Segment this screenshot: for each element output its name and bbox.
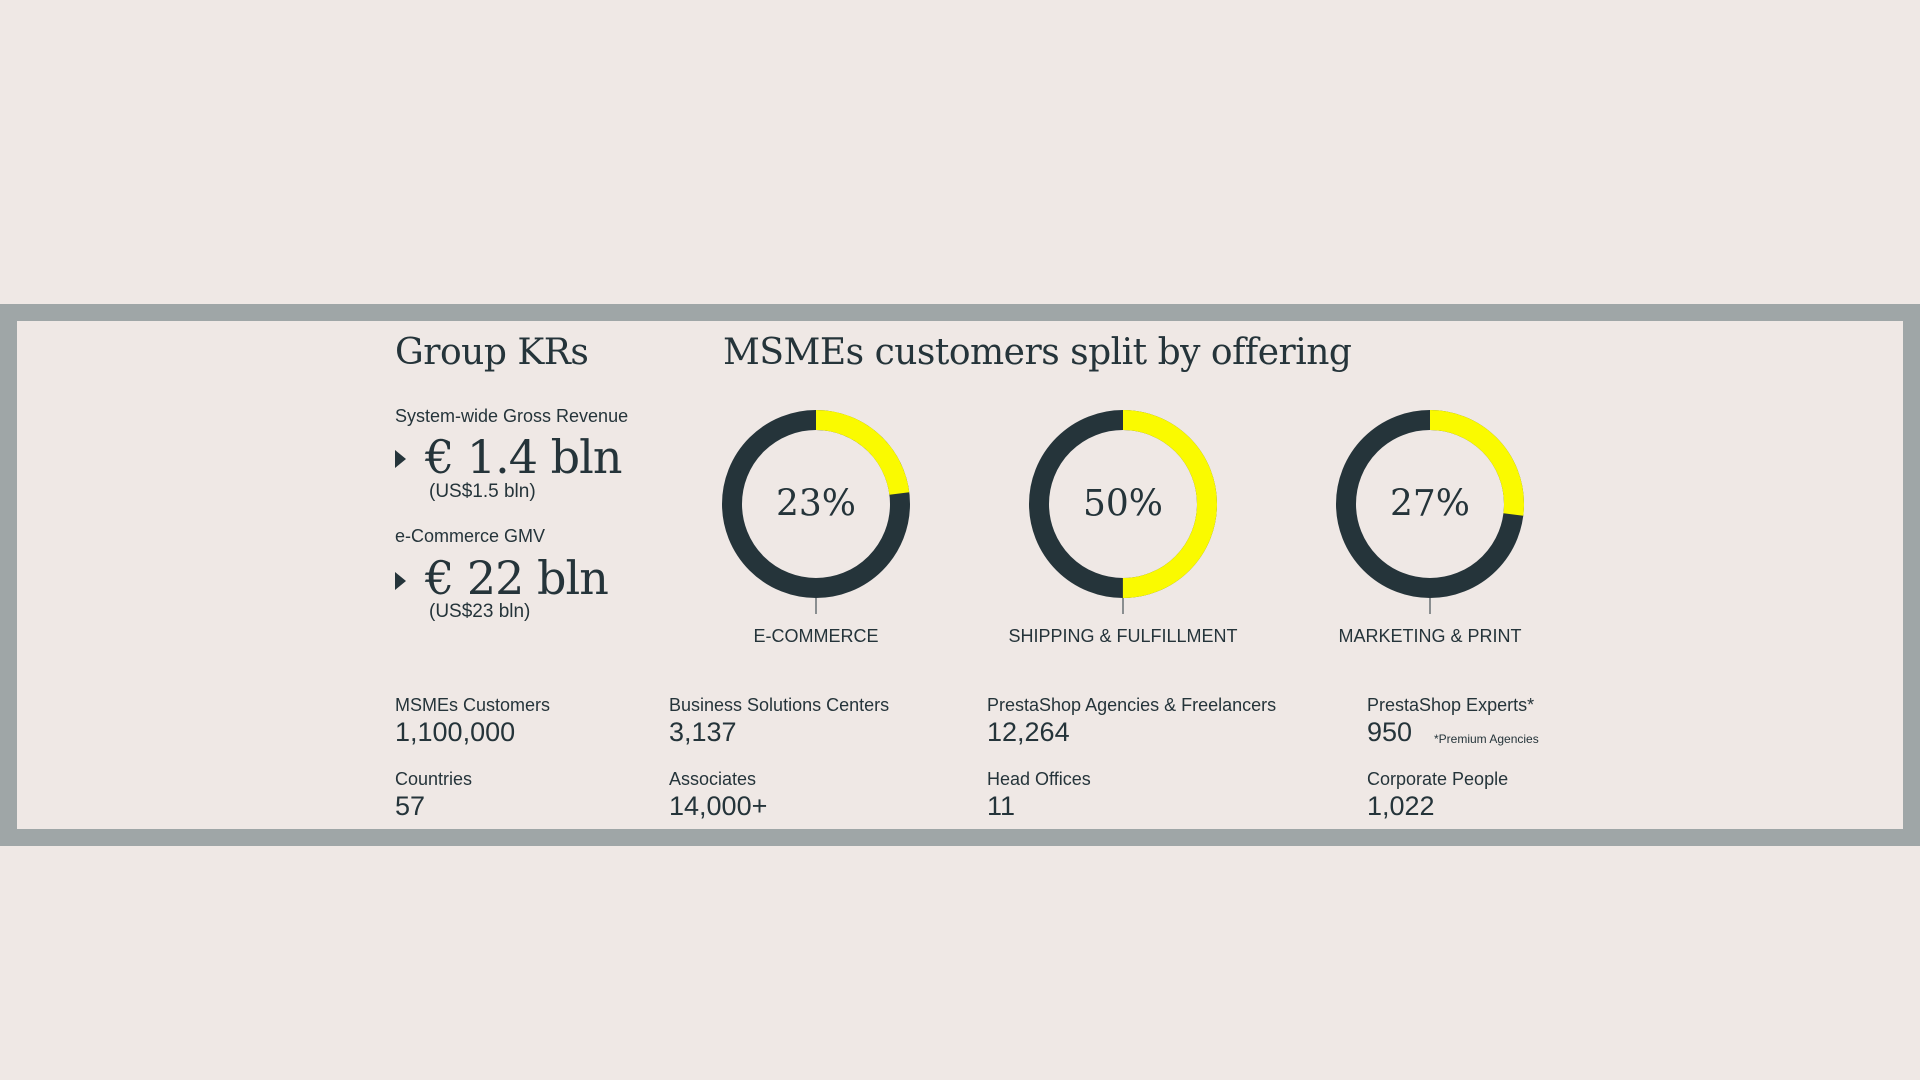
gross-revenue-value: € 1.4 bln: [425, 430, 622, 484]
donut-percent: 50%: [1082, 483, 1164, 525]
triangle-bullet-icon: [395, 572, 406, 590]
triangle-bullet-icon: [395, 450, 406, 468]
stat-label: Countries: [395, 769, 473, 789]
stat-value: 14,000+: [669, 791, 768, 821]
donut-segment: [722, 410, 910, 598]
stat-label: Head Offices: [987, 769, 1091, 789]
stat-label: MSMEs Customers: [395, 695, 551, 715]
stat-value: 3,137: [669, 717, 737, 747]
donut-category-label: SHIPPING & FULFILLMENT: [1008, 626, 1238, 646]
stat-label: PrestaShop Experts*: [1367, 695, 1535, 715]
stat-value: 11: [987, 791, 1016, 821]
content-panel: [17, 321, 1903, 829]
stat-label: PrestaShop Agencies & Freelancers: [987, 695, 1277, 715]
gmv-usd: (US$23 bln): [429, 601, 531, 622]
donut-percent: 23%: [775, 483, 857, 525]
group-krs-title: Group KRs: [395, 332, 589, 373]
stat-value: 950: [1367, 717, 1413, 747]
stat-label: Associates: [669, 769, 757, 789]
stat-value: 12,264: [987, 717, 1070, 747]
gmv-label: e-Commerce GMV: [395, 526, 546, 546]
donut-segment: [1029, 410, 1217, 598]
stat-value: 1,100,000: [395, 717, 516, 747]
donut-category-label: E-COMMERCE: [753, 626, 879, 646]
gross-revenue-usd: (US$1.5 bln): [429, 481, 536, 502]
stat-label: Corporate People: [1367, 769, 1509, 789]
donut-category-label: MARKETING & PRINT: [1338, 626, 1522, 646]
stat-value: 57: [395, 791, 426, 821]
gross-revenue-label: System-wide Gross Revenue: [395, 406, 629, 426]
donut-segment: [1336, 410, 1524, 598]
gmv-value: € 22 bln: [425, 551, 609, 605]
donut-percent: 27%: [1389, 483, 1471, 525]
premium-note: *Premium Agencies: [1434, 732, 1539, 746]
stat-value: 1,022: [1367, 791, 1435, 821]
stat-label: Business Solutions Centers: [669, 695, 890, 715]
split-title: MSMEs customers split by offering: [723, 332, 1352, 373]
